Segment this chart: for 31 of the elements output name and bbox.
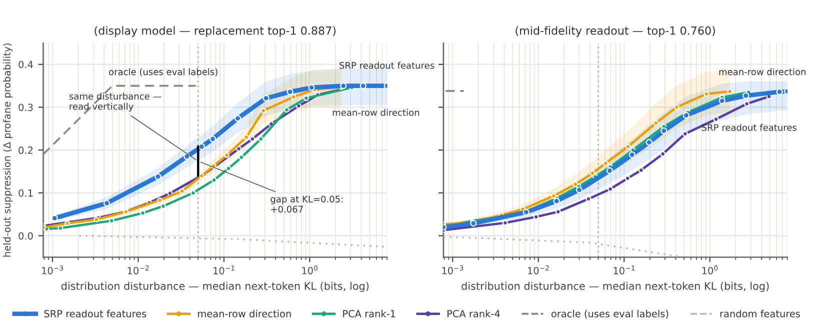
legend-label: random features — [720, 310, 800, 318]
x-tick-label: 10$^{0}$ — [302, 265, 318, 274]
legend-label: mean-row direction — [198, 310, 291, 318]
x-tick-label: 10$^{−3}$ — [442, 265, 464, 274]
legend-label: oracle (uses eval labels) — [551, 310, 668, 319]
legend-label: SRP readout features — [44, 310, 146, 318]
x-tick-label: 10$^{−1}$ — [614, 266, 635, 274]
annotation: same disturbance — read vertically — [69, 92, 162, 112]
annotation: SRP readout features — [340, 62, 434, 69]
x-axis-title: distribution disturbance — median next-token KL (bits, log) — [61, 282, 369, 292]
x-tick-label: 10$^{−2}$ — [128, 265, 149, 274]
y-tick-label: 0.0 — [18, 232, 33, 240]
annotation: oracle (uses eval labels) — [109, 68, 218, 76]
chart-title: (display model — replacement top-1 0.887) — [94, 26, 336, 37]
x-axis-title: distribution disturbance — median next-token KL (bits, log) — [462, 282, 769, 292]
y-axis-title: held-out suppression (Δ profane probability) — [3, 44, 12, 257]
annotation: mean-row direction — [719, 68, 806, 76]
x-tick-label: 10$^{−1}$ — [214, 266, 234, 274]
annotation: gap at KL=0.05: +0.067 — [270, 196, 343, 213]
annotation: SRP readout features — [702, 124, 796, 131]
legend-label: PCA rank-4 — [448, 310, 500, 318]
y-tick-label: 0.3 — [18, 104, 33, 112]
y-tick-label: 0.4 — [18, 60, 33, 68]
x-tick-label: 10$^{0}$ — [702, 265, 718, 274]
chart-title: (mid-fidelity readout — top-1 0.760) — [516, 26, 715, 37]
y-tick-label: 0.2 — [18, 146, 32, 154]
legend-label: PCA rank-1 — [343, 310, 396, 318]
x-tick-label: 10$^{−2}$ — [528, 265, 549, 274]
annotation: mean-row direction — [332, 108, 420, 116]
y-tick-label: 0.1 — [18, 189, 33, 197]
x-tick-label: 10$^{−3}$ — [42, 265, 63, 274]
